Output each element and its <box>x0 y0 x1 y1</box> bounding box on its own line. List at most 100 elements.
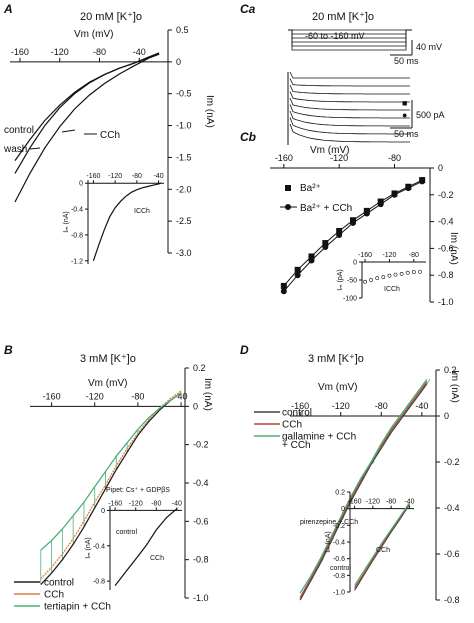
scalebar-500pa-label: 500 pA <box>416 110 445 120</box>
y-tick-label-cb-1: -0.2 <box>438 190 454 200</box>
x-tick-label-b-2: -80 <box>131 391 144 401</box>
y-tick-label-d-3: -0.4 <box>444 503 460 513</box>
panel-letter-b: B <box>4 343 13 357</box>
point-cb-ba-cch-5 <box>350 219 356 226</box>
inset-x-tick-label-b-1: -120 <box>129 500 143 507</box>
inset-line-d-2 <box>354 502 410 586</box>
marker-square: ■ <box>402 98 407 108</box>
inset-curve-label-cb: ICCh <box>384 286 400 293</box>
y-tick-label-a-6: -2.5 <box>176 216 192 226</box>
inset-y-tick-label-a-3: -1.2 <box>71 258 83 265</box>
ylabel-cb: Im (nA) <box>448 232 459 265</box>
current-trace-3 <box>289 91 410 103</box>
inset-ylabel-b: Iₘ (nA) <box>85 537 92 558</box>
inset-point-cb-2 <box>375 276 380 281</box>
y-tick-label-a-0: 0.5 <box>176 25 189 35</box>
panel-letter-a: A <box>3 2 13 16</box>
series-line-b-2 <box>40 392 182 551</box>
current-trace-4 <box>289 97 410 111</box>
x-tick-label-b-0: -160 <box>43 391 61 401</box>
ylabel-a: Im (nA) <box>204 95 215 128</box>
inset-point-cb-1 <box>369 278 374 282</box>
pointer-control-a <box>61 129 76 133</box>
panel-b: -160 -120 -80 -40 0.2 0 -0.2 -0.4 -0.6 -0.8 -1.0 co… <box>14 363 209 613</box>
current-trace-8 <box>289 123 410 143</box>
title-b: 3 mM [K⁺]o <box>80 353 136 365</box>
inset-curve-label-d-control: control <box>330 565 351 572</box>
y-tick-label-b-0: 0.2 <box>193 363 206 373</box>
inset-curve-label-b-cch: CCh <box>150 555 164 562</box>
inset-y-tick-label-cb-0: 0 <box>353 260 357 267</box>
inset-y-tick-label-d-4: -0.6 <box>333 556 345 563</box>
x-tick-label-d-2: -80 <box>375 401 388 411</box>
point-cb-ba-3 <box>322 240 329 247</box>
point-cb-ba-1 <box>294 266 301 273</box>
point-cb-ba-cch-1 <box>294 272 301 279</box>
x-tick-label-cb-1: -120 <box>330 153 348 163</box>
label-wash-a: wash <box>3 144 27 155</box>
inset-y-tick-label-cb-2: -100 <box>343 296 357 303</box>
y-tick-label-d-1: 0 <box>444 411 449 421</box>
y-tick-label-b-6: -1.0 <box>193 593 209 603</box>
inset-y-tick-label-d-5: -0.8 <box>333 573 345 580</box>
point-cb-ba-cch-7 <box>377 201 384 208</box>
inset-y-tick-label-a-2: -0.8 <box>71 232 83 239</box>
title-ca: 20 mM [K⁺]o <box>312 11 374 23</box>
y-tick-label-b-1: 0 <box>193 401 198 411</box>
title-a: 20 mM [K⁺]o <box>80 11 142 23</box>
marker-circle: ● <box>402 110 407 120</box>
point-cb-ba-cch-10 <box>419 178 426 185</box>
x-tick-label-d-3: -40 <box>415 401 428 411</box>
panel-letter-d: D <box>240 343 249 357</box>
xlabel-d: Vm (mV) <box>318 382 357 393</box>
inset-y-tick-label-b-1: -0.4 <box>93 543 105 550</box>
series-line-a-1 <box>14 52 160 174</box>
inset-y-tick-label-d-0: 0.2 <box>335 490 345 497</box>
legend-label-b-0: control <box>44 578 74 589</box>
current-trace-0 <box>289 71 410 79</box>
y-tick-label-cb-3: -0.6 <box>438 243 454 253</box>
y-tick-label-a-5: -2.0 <box>176 184 192 194</box>
series-line-b-0 <box>40 392 182 586</box>
xlabel-b: Vm (mV) <box>88 378 127 389</box>
inset-y-tick-label-cb-1: -50 <box>347 278 357 285</box>
scalebar-50ms-label-top: 50 ms <box>394 56 419 66</box>
inset-ylabel-cb: Iₘ (pA) <box>337 269 344 290</box>
inset-y-tick-label-d-6: -1.0 <box>333 590 345 597</box>
current-trace-2 <box>289 84 410 95</box>
x-tick-label-b-3: -40 <box>175 391 188 401</box>
pointer-wash-a <box>29 147 41 150</box>
inset-line-a <box>92 182 162 261</box>
inset-point-cb-4 <box>387 273 392 278</box>
y-tick-label-a-7: -3.0 <box>176 248 192 258</box>
panel-ca: -60 to -160 mV 40 mV 50 ms ■ ● 500 pA 50 ms <box>287 29 445 145</box>
legend-marker-ba-cch <box>285 204 291 210</box>
scalebar-40mv-label: 40 mV <box>416 42 442 52</box>
panel-cb: -160 -120 -80 0 -0.2 -0.4 -0.6 -0.8 -1.0 -160 -120… <box>270 153 454 307</box>
series-line-a-0 <box>14 53 160 161</box>
y-tick-label-cb-4: -0.8 <box>438 270 454 280</box>
panel-a: -160 -120 -80 -40 0.5 0 -0.5 -1.0 -1.5 -2.0 -2.5 -3… <box>10 25 192 265</box>
y-tick-label-cb-5: -1.0 <box>438 297 454 307</box>
current-trace-7 <box>289 117 410 135</box>
legend-label-d-1: CCh <box>282 420 302 431</box>
inset-curve-label-a: ICCh <box>134 208 150 215</box>
x-tick-label-cb-0: -160 <box>275 153 293 163</box>
y-tick-label-b-3: -0.4 <box>193 478 209 488</box>
inset-point-cb-7 <box>405 270 410 275</box>
panel-d: -160 -120 -80 -400.20-0.2-0.4-0.6-0.8contro… <box>254 365 460 605</box>
y-tick-label-b-4: -0.6 <box>193 516 209 526</box>
inset-x-tick-label-a-3: -40 <box>154 173 164 180</box>
ylabel-d: Im (nA) <box>449 370 460 403</box>
current-trace-1 <box>289 78 410 87</box>
point-cb-ba-cch-6 <box>363 210 370 217</box>
series-line-cb-0 <box>283 179 423 287</box>
hatch-d-13 <box>426 378 431 385</box>
inset-x-tick-label-a-2: -80 <box>132 173 142 180</box>
scalebar-50ms-label-bottom: 50 ms <box>394 129 419 139</box>
current-trace-5 <box>289 104 410 119</box>
panel-letter-cb: Cb <box>240 130 256 144</box>
series-line-d-2 <box>299 378 428 594</box>
inset-curve-label-d-cch: CCh <box>376 547 390 554</box>
